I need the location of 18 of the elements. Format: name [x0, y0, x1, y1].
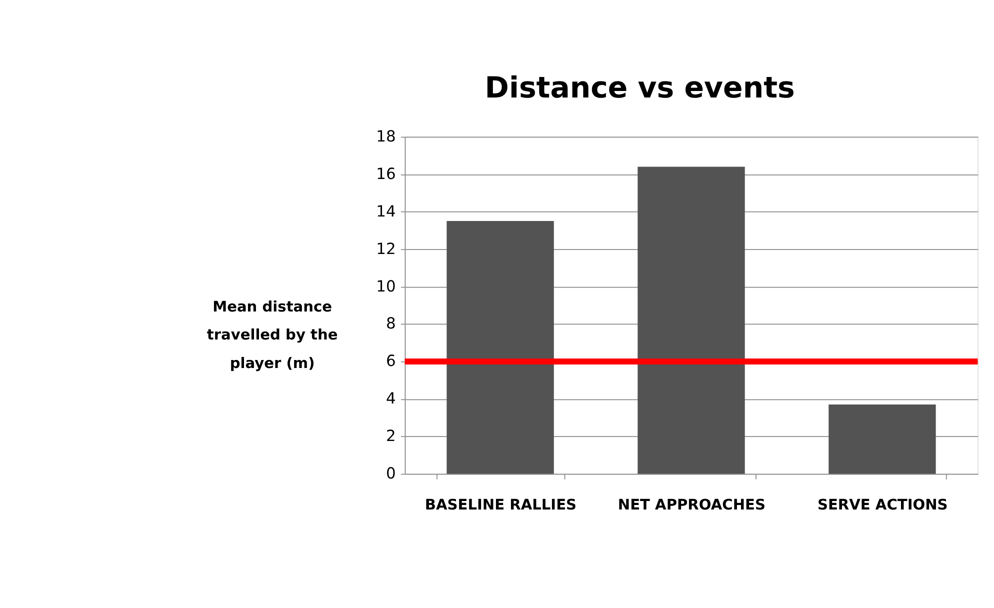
chart-title: Distance vs events	[484, 70, 795, 104]
bar	[446, 221, 554, 474]
y-tick-label: 2	[386, 427, 396, 446]
y-tick-label: 8	[386, 314, 396, 333]
y-tick-label: 0	[386, 464, 396, 483]
y-tick-label: 6	[386, 352, 396, 370]
x-tick-label: BASELINE RALLIES	[424, 496, 577, 514]
y-tick-label: 16	[376, 164, 396, 183]
x-tick-label: NET APPROACHES	[618, 496, 766, 514]
bar	[638, 166, 745, 474]
x-tick-label: SERVE ACTIONS	[817, 496, 948, 514]
y-tick-label: 4	[386, 390, 396, 408]
y-tick-label: 14	[376, 202, 396, 220]
bar	[828, 404, 936, 474]
y-tick-label: 12	[376, 240, 396, 258]
y-tick-label: 10	[376, 277, 396, 296]
y-tick-label: 18	[376, 127, 396, 146]
y-axis-title: Mean distance travelled by the player (m)	[206, 298, 338, 372]
